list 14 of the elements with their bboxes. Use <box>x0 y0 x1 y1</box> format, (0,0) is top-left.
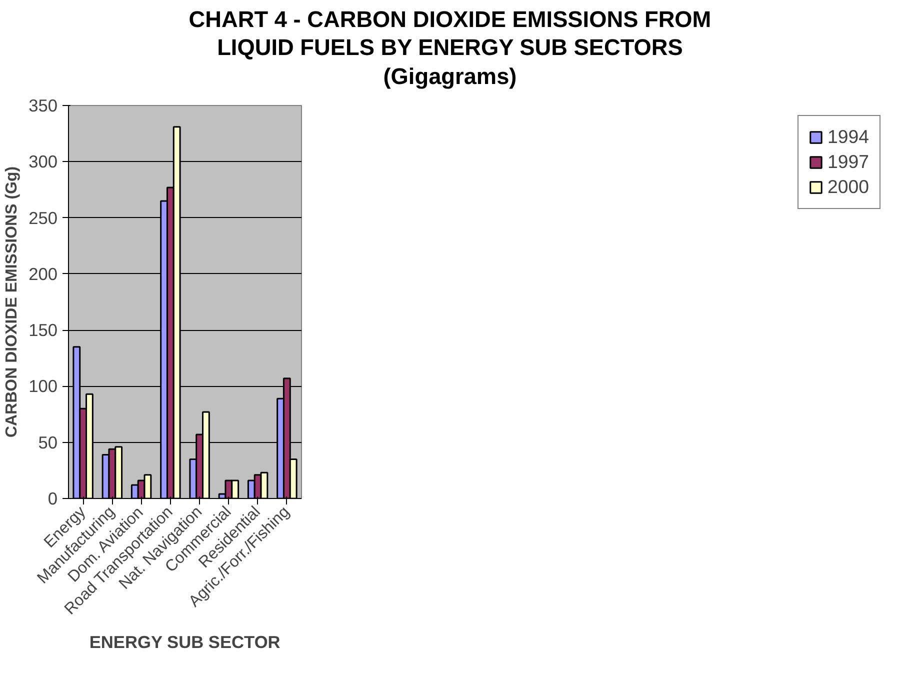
text: CHART 4 - CARBON DIOXIDE EMISSIONS FROM LIQUID FUELS BY ENERGY SUB SECTORS (Gigagrams) <box>188 5 712 90</box>
y-tick-label: 300 <box>28 152 58 172</box>
y-tick-label: 0 <box>48 488 58 508</box>
y-tick-label: 250 <box>28 208 58 228</box>
legend-label: 1997 <box>827 150 869 173</box>
y-tick-label: 200 <box>28 264 58 284</box>
y-axis-title: CARBON DIOXIDE EMISSIONS (Gg) <box>4 166 21 438</box>
y-tick-label: 100 <box>28 376 58 396</box>
y-tick-label: 150 <box>28 320 58 340</box>
x-axis-title: ENERGY SUB SECTOR <box>89 632 281 652</box>
legend-label: 1994 <box>827 126 869 148</box>
y-tick-label: 350 <box>28 95 58 116</box>
legend-label: 2000 <box>827 176 869 198</box>
y-tick-label: 50 <box>38 432 58 452</box>
